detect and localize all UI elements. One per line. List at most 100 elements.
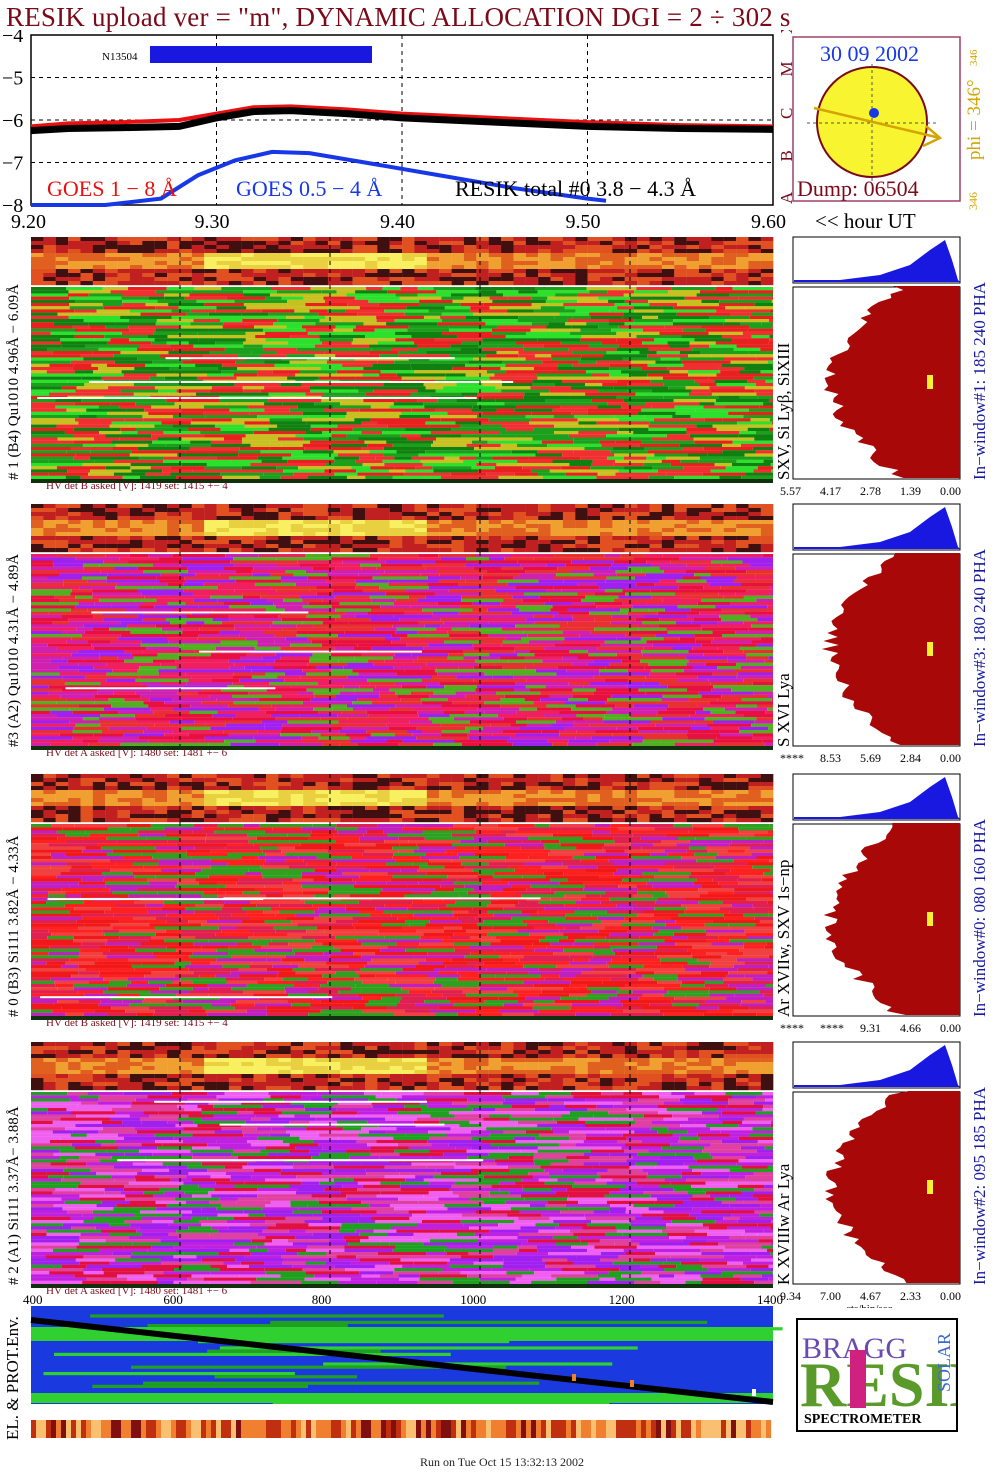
bottom-x-tick-labels: 400 600 800 1000 1200 1400	[23, 1292, 783, 1307]
profile-axis-unit: cts/bin/sec	[846, 1303, 893, 1308]
hv-status: HV det B asked [V]: 1419 set: 1415 +− 4	[46, 1017, 228, 1029]
spectral-lines-label: SXV, Si Lyβ, SiXIII	[774, 342, 793, 480]
noaa-region-bar	[150, 46, 372, 63]
goes-y-tick: −4	[2, 30, 23, 47]
observation-date: 30 09 2002	[820, 41, 919, 66]
profile-axis-tick: 7.00	[820, 1289, 841, 1303]
goes-lightcurve-chart: N13504 −4 −5 −6 −7 −8 9.20 9.30 9.40 9.50 9.60 X…	[2, 30, 916, 233]
spectrum-profile	[821, 553, 960, 745]
pha-histogram	[794, 777, 960, 819]
hv-status: HV det A asked [V]: 1480 set: 1481 +− 6	[46, 1285, 228, 1297]
profile-axis-tick: 5.69	[860, 751, 881, 765]
resik-logo: BRAGG RESIK SOLAR SPECTROMETER	[796, 1318, 958, 1432]
goes-y-tick: −7	[2, 153, 23, 175]
window-pha-label: In−window#2: 095 185 PHA	[970, 1086, 989, 1285]
x-axis-unit: << hour UT	[815, 209, 916, 233]
detector-label: #3 (A2) Qu1010 4.31Å − 4.89Å	[6, 553, 22, 747]
window-pha-label: In−window#0: 080 160 PHA	[970, 818, 989, 1017]
particle-environment-panel: 400 600 800 1000 1200 1400	[23, 1292, 783, 1438]
spectrum-heatmap	[31, 287, 773, 480]
spectrum-profile	[824, 1091, 960, 1283]
goes-class-label: B	[777, 150, 796, 161]
orbit-track-line	[30, 1317, 774, 1405]
bottom-x-tick: 400	[23, 1292, 43, 1307]
hv-status: HV det B asked [V]: 1419 set: 1415 +− 4	[46, 480, 228, 492]
legend-goes-1-8: GOES 1 − 8 Å	[47, 176, 177, 201]
lightcurve-heatmap	[31, 1042, 774, 1091]
profile-axis-tick: 0.00	[940, 1289, 961, 1303]
logo-solar-text: SOLAR	[934, 1333, 954, 1392]
goes-y-tick: −8	[2, 195, 23, 217]
spectrum-profile	[824, 286, 960, 478]
phi-angle-label: phi = 346°	[964, 79, 985, 160]
goes-class-label: X	[777, 30, 796, 34]
sun-position-panel: 30 09 2002 Dump: 06504	[792, 36, 961, 202]
lightcurve-heatmap	[31, 237, 774, 286]
flare-position-dot	[869, 108, 879, 118]
goes-class-label: A	[777, 191, 796, 204]
goes-y-tick: −6	[2, 110, 23, 132]
spectrum-profile	[823, 823, 960, 1015]
goes-class-label: M	[777, 61, 796, 76]
window-pha-label: In−window#3: 180 240 PHA	[970, 548, 989, 747]
spectrogram-d0: **** **** 9.31 4.66 0.00	[31, 773, 961, 1035]
goes-series-line	[30, 107, 774, 135]
spectrogram-d1: 5.57 4.17 2.78 1.39 0.00	[31, 236, 961, 498]
goes-x-tick: 9.60	[751, 211, 786, 233]
spectrum-heatmap	[31, 554, 773, 747]
spectrogram-d2: 9.34 7.00 4.67 2.33 0.00 cts/bin/sec	[31, 1041, 961, 1308]
bottom-x-tick: 1400	[757, 1292, 783, 1307]
bottom-x-tick: 1200	[609, 1292, 635, 1307]
noaa-region-label: N13504	[102, 51, 138, 63]
legend-resik-total: RESIK total #0 3.8 − 4.3 Å	[455, 176, 696, 201]
goes-y-tick: −5	[2, 68, 23, 90]
profile-axis-tick: 9.31	[860, 1021, 881, 1035]
profile-axis-tick: 0.00	[940, 751, 961, 765]
legend-goes-05-4: GOES 0.5 − 4 Å	[236, 176, 382, 201]
goes-x-tick: 9.40	[380, 211, 415, 233]
detector-label: # 2 (A1) Si111 3.37Å− 3.88Å	[6, 1106, 22, 1285]
goes-class-label: C	[777, 108, 796, 119]
environment-bands	[31, 1314, 783, 1404]
goes-x-tick: 9.50	[566, 211, 601, 233]
pha-histogram	[794, 240, 960, 282]
count-rate-strip	[31, 1420, 772, 1438]
profile-axis-tick: 2.78	[860, 484, 881, 498]
spectral-lines-label: K XVIIIw Ar Lya	[774, 1163, 793, 1285]
run-timestamp: Run on Tue Oct 15 13:32:13 2002	[419, 1455, 584, 1469]
goes-series-line	[31, 149, 607, 207]
detector-label: # 1 (B4) Qu1010 4.96Å − 6.09Å	[6, 284, 22, 480]
profile-axis-tick: 4.66	[900, 1021, 921, 1035]
goes-x-tick-labels: 9.20 9.30 9.40 9.50 9.60	[11, 211, 786, 233]
track-marker	[630, 1380, 634, 1387]
profile-axis-tick: 5.57	[780, 484, 801, 498]
bottom-x-tick: 600	[163, 1292, 183, 1307]
lightcurve-heatmap	[31, 504, 774, 553]
environment-y-label: EL. & PROT.Env.	[3, 1316, 22, 1440]
spectrogram-d3: **** 8.53 5.69 2.84 0.00	[31, 503, 961, 765]
profile-axis-tick: 1.39	[900, 484, 921, 498]
slit-direction-arrow	[813, 106, 941, 140]
track-marker	[752, 1389, 756, 1396]
arrow-head-icon	[922, 125, 943, 148]
resik-logo-graphic: BRAGG RESIK SOLAR SPECTROMETER	[798, 1320, 956, 1430]
window-marker	[927, 912, 933, 926]
track-marker	[572, 1374, 576, 1381]
window-pha-label: In−window#1: 185 240 PHA	[970, 281, 989, 480]
bottom-x-tick: 1000	[460, 1292, 486, 1307]
spectrum-heatmap	[31, 824, 773, 1017]
phi-angle-bottom: 346	[966, 192, 980, 210]
profile-axis-tick: 4.17	[820, 484, 841, 498]
pha-histogram	[794, 1045, 960, 1087]
profile-axis-tick: 0.00	[940, 1021, 961, 1035]
spectral-lines-label: S XVI Lya	[774, 673, 793, 747]
dump-number: Dump: 06504	[797, 176, 919, 201]
profile-axis-tick: 0.00	[940, 484, 961, 498]
window-marker	[927, 375, 933, 389]
phi-angle-small: 346	[968, 49, 980, 67]
goes-class-labels: X M C B A	[777, 30, 796, 204]
logo-spectrometer-text: SPECTROMETER	[804, 1412, 922, 1427]
lightcurve-heatmap	[31, 774, 774, 823]
window-marker	[927, 642, 933, 656]
page-title: RESIK upload ver = "m", DYNAMIC ALLOCATI…	[6, 2, 791, 32]
